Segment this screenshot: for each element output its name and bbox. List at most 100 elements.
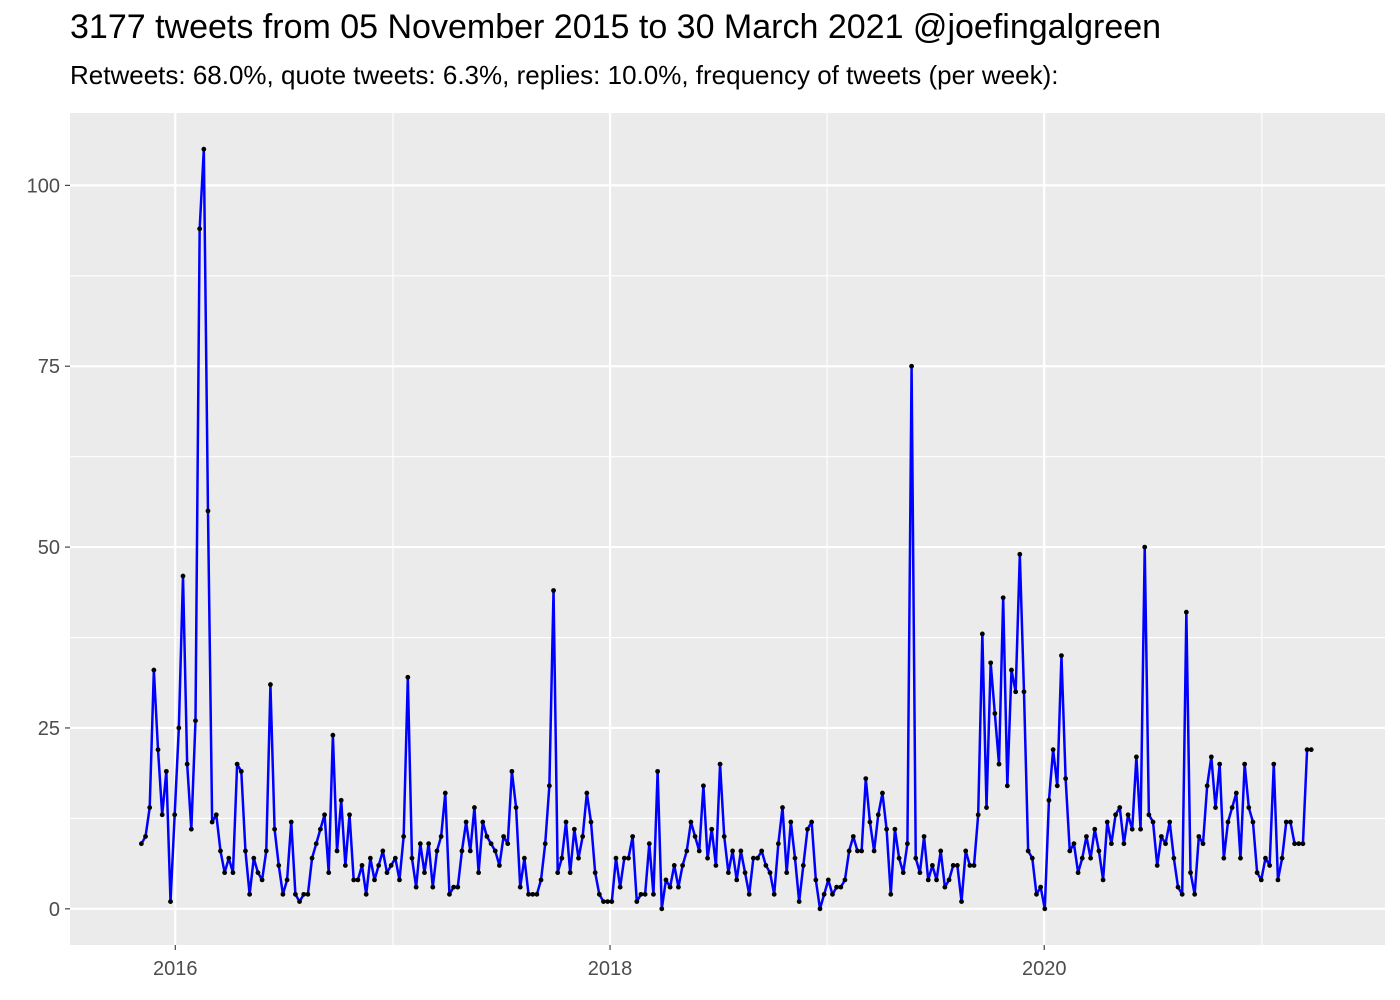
data-point — [1038, 884, 1044, 890]
data-point — [1092, 826, 1098, 832]
data-point — [701, 783, 706, 789]
data-point — [1025, 848, 1031, 854]
data-point — [1254, 870, 1260, 876]
data-point — [184, 761, 190, 767]
data-point — [1208, 754, 1214, 760]
data-point — [218, 848, 223, 854]
data-point — [813, 877, 819, 883]
data-point — [742, 870, 748, 876]
data-point — [617, 884, 623, 890]
data-point — [913, 855, 919, 861]
data-point — [534, 891, 540, 897]
data-point — [247, 891, 253, 897]
data-point — [1079, 855, 1085, 861]
data-point — [1183, 609, 1189, 615]
data-point — [426, 841, 432, 847]
data-point — [825, 877, 831, 883]
data-point — [646, 841, 652, 847]
data-point — [1175, 884, 1181, 890]
data-point — [293, 891, 298, 897]
data-point — [1150, 819, 1156, 825]
data-point — [143, 834, 148, 839]
data-point — [417, 841, 423, 847]
y-tick-label: 75 — [38, 356, 60, 378]
data-point — [1133, 754, 1139, 760]
y-axis: 0 25 50 75 100 — [27, 175, 70, 921]
data-point — [875, 812, 881, 818]
data-point — [638, 891, 644, 897]
data-point — [355, 877, 361, 883]
data-points — [138, 146, 1314, 912]
data-point — [1075, 870, 1081, 876]
data-point — [830, 891, 835, 897]
data-point — [276, 863, 282, 868]
data-point — [501, 834, 506, 839]
data-point — [209, 819, 215, 825]
data-point — [1121, 841, 1127, 847]
data-point — [992, 711, 998, 716]
data-point — [1238, 855, 1243, 861]
data-point — [563, 819, 569, 825]
data-point — [1233, 790, 1239, 796]
data-point — [376, 863, 382, 868]
data-point — [488, 841, 494, 847]
data-point — [929, 863, 935, 868]
data-point — [1100, 877, 1106, 883]
data-point — [1263, 855, 1268, 861]
data-point — [842, 877, 848, 883]
data-point — [1258, 877, 1264, 883]
data-point — [347, 812, 352, 818]
y-tick-label: 25 — [38, 718, 60, 740]
data-point — [609, 899, 615, 904]
data-point — [451, 884, 457, 890]
data-point — [1192, 891, 1198, 897]
data-point — [734, 877, 740, 883]
data-point — [1096, 848, 1102, 854]
y-tick-label: 50 — [38, 537, 60, 559]
data-point — [263, 848, 269, 854]
data-point — [497, 863, 502, 868]
data-point — [1084, 834, 1089, 839]
data-point — [555, 870, 561, 876]
data-point — [942, 884, 948, 890]
data-point — [476, 870, 481, 876]
data-point — [1163, 841, 1168, 847]
data-point — [1146, 812, 1152, 818]
data-point — [1288, 819, 1293, 825]
data-point — [430, 884, 436, 890]
data-point — [422, 870, 427, 876]
data-point — [880, 790, 885, 796]
data-point — [322, 812, 327, 818]
data-point — [576, 855, 581, 861]
data-point — [763, 863, 769, 868]
data-point — [542, 841, 548, 847]
data-point — [634, 899, 640, 904]
data-point — [1171, 855, 1177, 861]
data-point — [1213, 805, 1218, 810]
data-point — [455, 884, 461, 890]
data-point — [696, 848, 702, 854]
data-point — [401, 834, 407, 839]
data-point — [363, 891, 369, 897]
minor-grid — [70, 113, 1385, 945]
data-point — [1138, 826, 1143, 832]
data-point — [380, 848, 386, 854]
data-point — [521, 855, 527, 861]
data-point — [234, 761, 240, 767]
data-point — [442, 790, 448, 796]
data-point — [846, 848, 852, 854]
data-point — [330, 732, 336, 738]
y-tick-label: 100 — [27, 175, 60, 197]
data-point — [1308, 747, 1314, 753]
data-point — [172, 812, 178, 818]
data-point — [1242, 761, 1248, 767]
data-point — [409, 855, 415, 861]
data-point — [909, 363, 914, 369]
data-point — [900, 870, 906, 876]
data-point — [1129, 826, 1135, 832]
data-point — [967, 863, 973, 868]
data-point — [1217, 761, 1223, 767]
data-point — [168, 899, 173, 904]
data-point — [193, 718, 198, 724]
